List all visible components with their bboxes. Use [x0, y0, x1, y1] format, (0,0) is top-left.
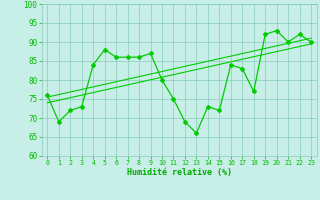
X-axis label: Humidité relative (%): Humidité relative (%) — [127, 168, 232, 177]
